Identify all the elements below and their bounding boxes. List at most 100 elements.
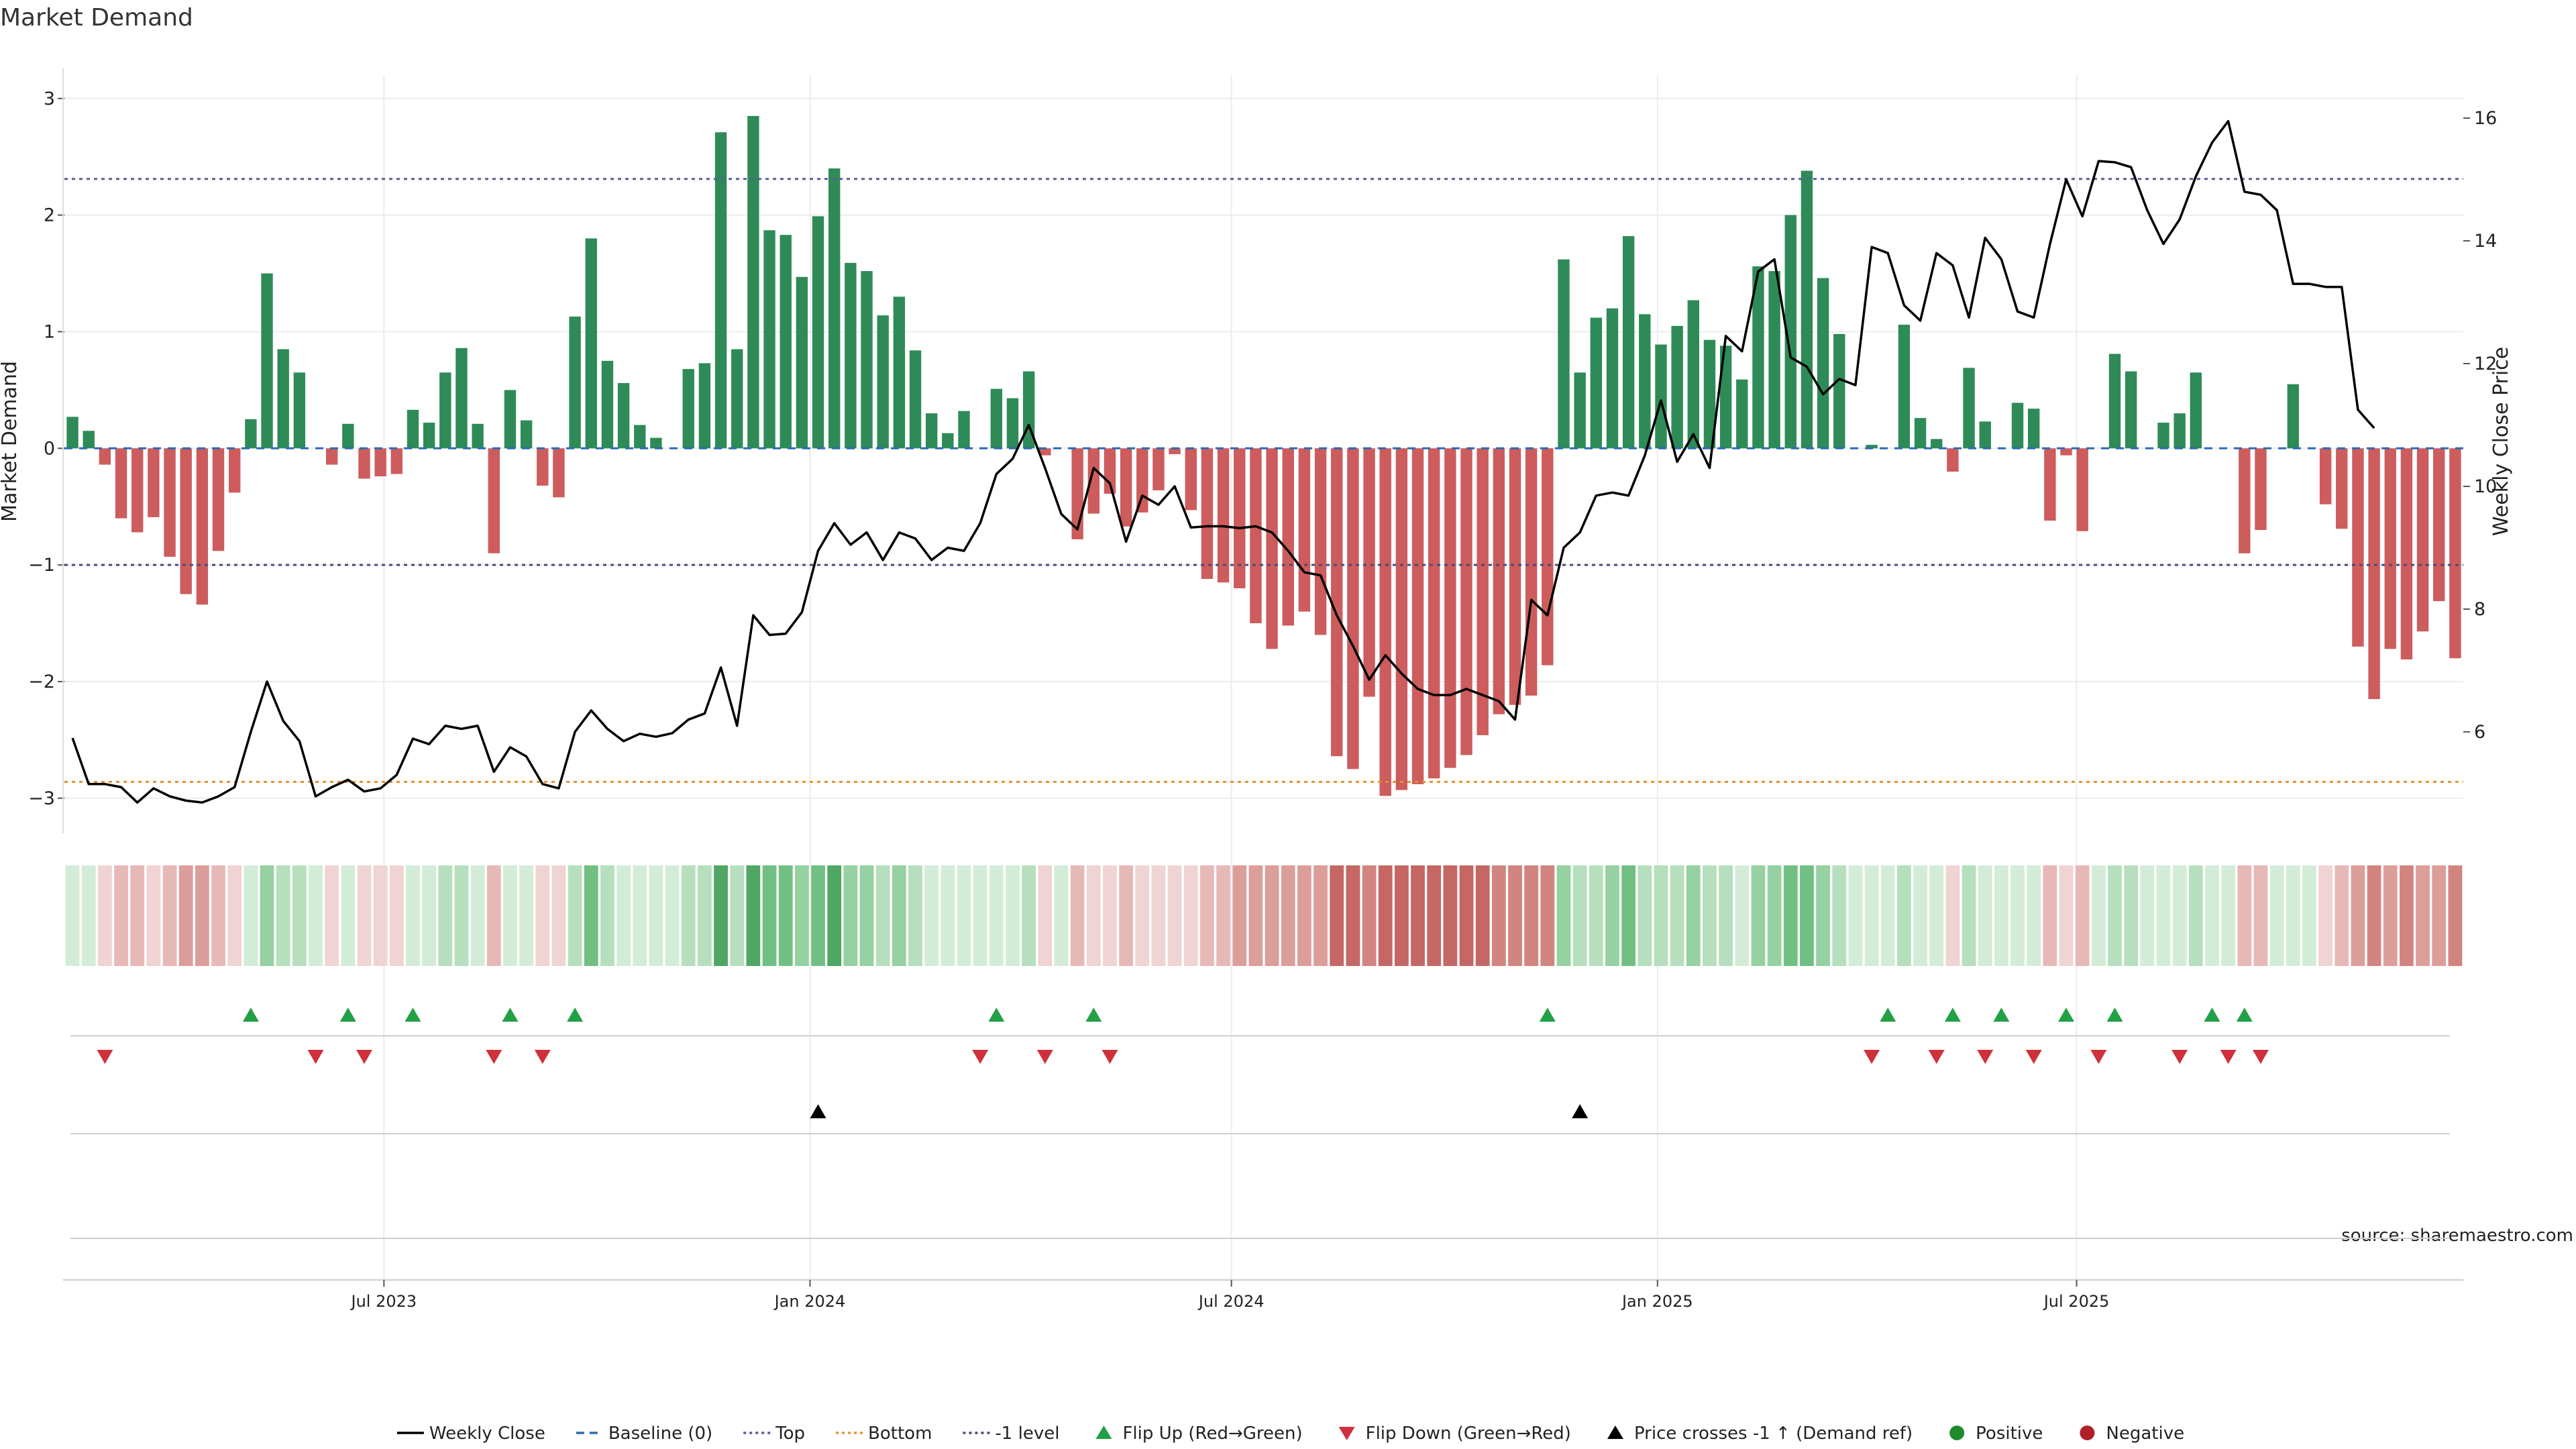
heat-strip-cell [519, 865, 534, 966]
y2-tick-label: 8 [2474, 599, 2485, 620]
heat-strip-cell [1378, 865, 1393, 966]
heat-strip-cell [486, 865, 501, 966]
heat-strip-cell [98, 865, 112, 966]
heat-strip-cell [1427, 865, 1442, 966]
heat-strip-cell [1670, 865, 1684, 966]
y-tick-label: 3 [44, 89, 55, 109]
demand-bar [650, 437, 662, 449]
demand-bar [504, 390, 517, 449]
demand-bar [682, 369, 694, 449]
heat-strip-cell [1022, 865, 1036, 966]
heat-strip-cell [1248, 865, 1263, 966]
flip-down-marker [2220, 1050, 2237, 1064]
demand-bar [1444, 448, 1456, 768]
flip-up-marker [1880, 1008, 1896, 1022]
heat-strip-cell [1459, 865, 1474, 966]
heat-strip-cell [827, 865, 842, 966]
flip-markers-panel [70, 1008, 2450, 1064]
heat-strip-cell [227, 865, 242, 966]
demand-bar [83, 431, 95, 449]
heat-strip-cell [908, 865, 922, 966]
heat-strip-cell [811, 865, 825, 966]
demand-bar [2011, 402, 2024, 449]
heat-strip-cell [2416, 865, 2430, 966]
heat-strip-cell [1411, 865, 1425, 966]
demand-bar [1477, 448, 1489, 735]
demand-bar [342, 423, 354, 449]
heat-strip-cell [2010, 865, 2025, 966]
heat-strip-cell [1962, 865, 1976, 966]
heat-strip-cell [1703, 865, 1717, 966]
y2-tick-label: 16 [2474, 108, 2497, 129]
heat-strip-cell [1686, 865, 1701, 966]
heat-strip-cell [130, 865, 145, 966]
heat-strip-cell [1994, 865, 2008, 966]
legend-item: Positive [1949, 1424, 2043, 1444]
flip-up-marker [339, 1008, 356, 1022]
heat-strip-cell [584, 865, 598, 966]
heat-strip-cell [1735, 865, 1750, 966]
demand-bar [1606, 308, 1619, 449]
demand-bar [1525, 448, 1538, 696]
legend-item: Top [743, 1424, 805, 1444]
demand-bar [1752, 266, 1764, 449]
legend-item: Flip Down (Green→Red) [1338, 1424, 1571, 1444]
price-cross-marker [810, 1104, 826, 1118]
heat-strip-cell [389, 865, 404, 966]
heat-strip-cell [1297, 865, 1311, 966]
demand-bar [2368, 448, 2380, 700]
demand-bar [780, 235, 792, 449]
demand-bar [2416, 448, 2429, 632]
demand-bar [229, 448, 241, 493]
demand-bar [877, 315, 889, 449]
heat-strip-cell [1897, 865, 1911, 966]
heat-strip-cell [1443, 865, 1458, 966]
demand-bar [1509, 448, 1521, 705]
demand-bar [1687, 300, 1699, 449]
heat-strip-cell [1945, 865, 1960, 966]
heat-strip-cell [730, 865, 745, 966]
heat-strip-cell [681, 865, 696, 966]
demand-bar [553, 448, 565, 498]
x-tick-label: Jul 2025 [2043, 1292, 2110, 1311]
demand-bar [1379, 448, 1391, 796]
demand-bar [1784, 215, 1796, 449]
heat-strip-cell [276, 865, 290, 966]
demand-bar [828, 168, 841, 449]
heat-strip-cell [2027, 865, 2041, 966]
price-cross-panel [70, 1104, 2450, 1239]
heat-strip-cell [633, 865, 647, 966]
heat-strip-cell [309, 865, 323, 966]
heat-strip-cell [1330, 865, 1344, 966]
heat-strip-cell [325, 865, 339, 966]
demand-bar [2044, 448, 2056, 521]
heat-strip-cell [1751, 865, 1766, 966]
demand-bar [1655, 344, 1667, 449]
demand-bar [1703, 339, 1716, 449]
heat-strip-cell [195, 865, 209, 966]
demand-bar [812, 216, 824, 449]
heat-strip-cell [2221, 865, 2236, 966]
legend-item: Weekly Close [396, 1424, 545, 1444]
demand-bar [2076, 448, 2088, 531]
legend-item: Baseline (0) [576, 1424, 712, 1444]
flip-down-marker [97, 1050, 113, 1064]
demand-bar [1087, 448, 1099, 514]
heat-strip-cell [1006, 865, 1020, 966]
flip-up-marker [242, 1008, 259, 1022]
heat-strip-cell [1978, 865, 1992, 966]
heat-strip-cell [1362, 865, 1377, 966]
heat-strip-cell [178, 865, 193, 966]
demand-bar [2255, 448, 2267, 530]
heat-strip-cell [2108, 865, 2122, 966]
legend-label: Bottom [868, 1424, 932, 1444]
heat-strip-cell [778, 865, 793, 966]
heat-strip-cell [1394, 865, 1409, 966]
heat-strip-cell [1103, 865, 1117, 966]
heat-strip-cell [1070, 865, 1085, 966]
heat-strip-cell [1086, 865, 1101, 966]
heat-strip-cell [1800, 865, 1814, 966]
heat-strip-cell [1475, 865, 1490, 966]
flip-down-marker [2252, 1050, 2269, 1064]
chart-title: Market Demand [0, 4, 193, 32]
